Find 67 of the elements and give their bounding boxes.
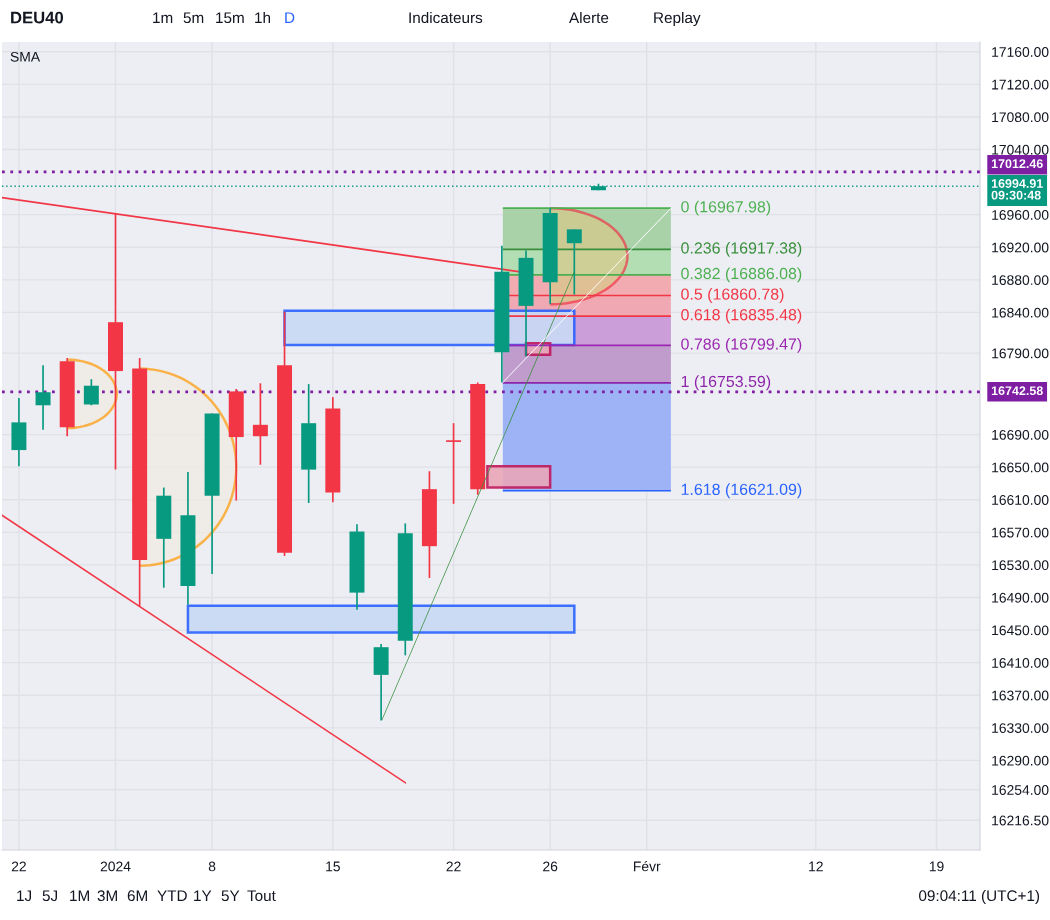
x-tick-label: 22: [11, 861, 26, 872]
y-tick-label: 16610.00: [992, 495, 1049, 505]
y-tick-label: 16290.00: [992, 755, 1049, 766]
text: Replay: [654, 11, 701, 27]
ref-line-label: 0.786 (16799.47): [681, 337, 802, 353]
ref-line-label: 0.5 (16860.78): [681, 288, 784, 303]
x-tick-label: Févr: [634, 860, 661, 872]
ref-line-label: 0 (16967.98): [681, 200, 771, 216]
y-tick-label: 17120.00: [992, 79, 1049, 90]
text: Indicateurs: [409, 11, 483, 24]
ref-line-label: 0.618 (16835.48): [681, 308, 802, 324]
text: 3M: [97, 890, 117, 902]
x-tick-label: 22: [446, 861, 461, 872]
y-tick-label: 16490.00: [992, 592, 1049, 603]
text: YTD: [157, 890, 187, 901]
y-tick-label: 16690.00: [992, 429, 1049, 440]
y-tick-label: 16880.00: [992, 275, 1049, 286]
y-tick-label: 16960.00: [992, 210, 1049, 220]
candlestick: [35, 364, 51, 431]
y-tick-label: 16370.00: [992, 690, 1049, 701]
ref-line-label: 1.618 (16621.09): [681, 483, 802, 499]
text: 6M: [127, 890, 147, 902]
x-tick-label: 2024: [100, 861, 131, 872]
text: D: [285, 12, 295, 23]
y-tick-label: 16790.00: [992, 348, 1049, 359]
y-tick-label: 16920.00: [992, 242, 1049, 253]
y-tick-label: 16450.00: [992, 625, 1049, 636]
y-tick-label: 16330.00: [992, 723, 1049, 733]
y-tick-label: 17160.00: [992, 47, 1049, 57]
y-tick-label: 16530.00: [992, 560, 1049, 571]
y-tick-label: 16216.50: [992, 815, 1049, 826]
text: Alerte: [569, 11, 609, 24]
y-tick-label: 16410.00: [992, 658, 1049, 668]
y-tick-label: 16650.00: [992, 462, 1049, 473]
x-tick-label: 26: [543, 861, 558, 872]
x-tick-label: 19: [929, 861, 944, 872]
text: 09:04:11 (UTC+1): [919, 889, 1040, 905]
ref-line-label: 0.382 (16886.08): [681, 267, 802, 283]
annotation: SMA: [10, 51, 41, 62]
candlestick: [566, 228, 582, 296]
candlestick: [445, 422, 462, 505]
text: 5J: [42, 890, 57, 902]
y-tick-label: 16840.00: [992, 307, 1049, 318]
ref-line-label: 1 (16753.59): [681, 375, 771, 391]
text: 5m: [183, 12, 204, 24]
text: 1h: [255, 11, 270, 23]
text: Tout: [247, 890, 276, 902]
ref-line-label: 0.236 (16917.38): [681, 241, 802, 257]
text: 1M: [70, 890, 89, 901]
candlestick: [252, 382, 268, 466]
ref-line-label: 17012.46: [991, 159, 1043, 169]
ref-line-label: 16742.58: [991, 386, 1043, 396]
x-tick-label: 12: [809, 861, 823, 872]
text: 5Y: [221, 890, 240, 902]
y-tick-label: 17040.00: [992, 144, 1049, 155]
y-tick-label: 16570.00: [992, 527, 1049, 538]
text: 1Y: [194, 890, 212, 901]
text: 1m: [153, 12, 173, 23]
text: 15m: [216, 12, 244, 24]
y-tick-label: 16254.00: [992, 785, 1049, 795]
ref-line-label: 16994.91 09:30:48: [991, 179, 1043, 200]
y-tick-label: 17080.00: [992, 112, 1049, 123]
x-tick-label: 15: [326, 861, 340, 872]
candlestick: [83, 378, 99, 407]
text: 1J: [17, 890, 31, 902]
chart-title: DEU40: [11, 11, 64, 24]
x-tick-label: 8: [208, 861, 216, 872]
